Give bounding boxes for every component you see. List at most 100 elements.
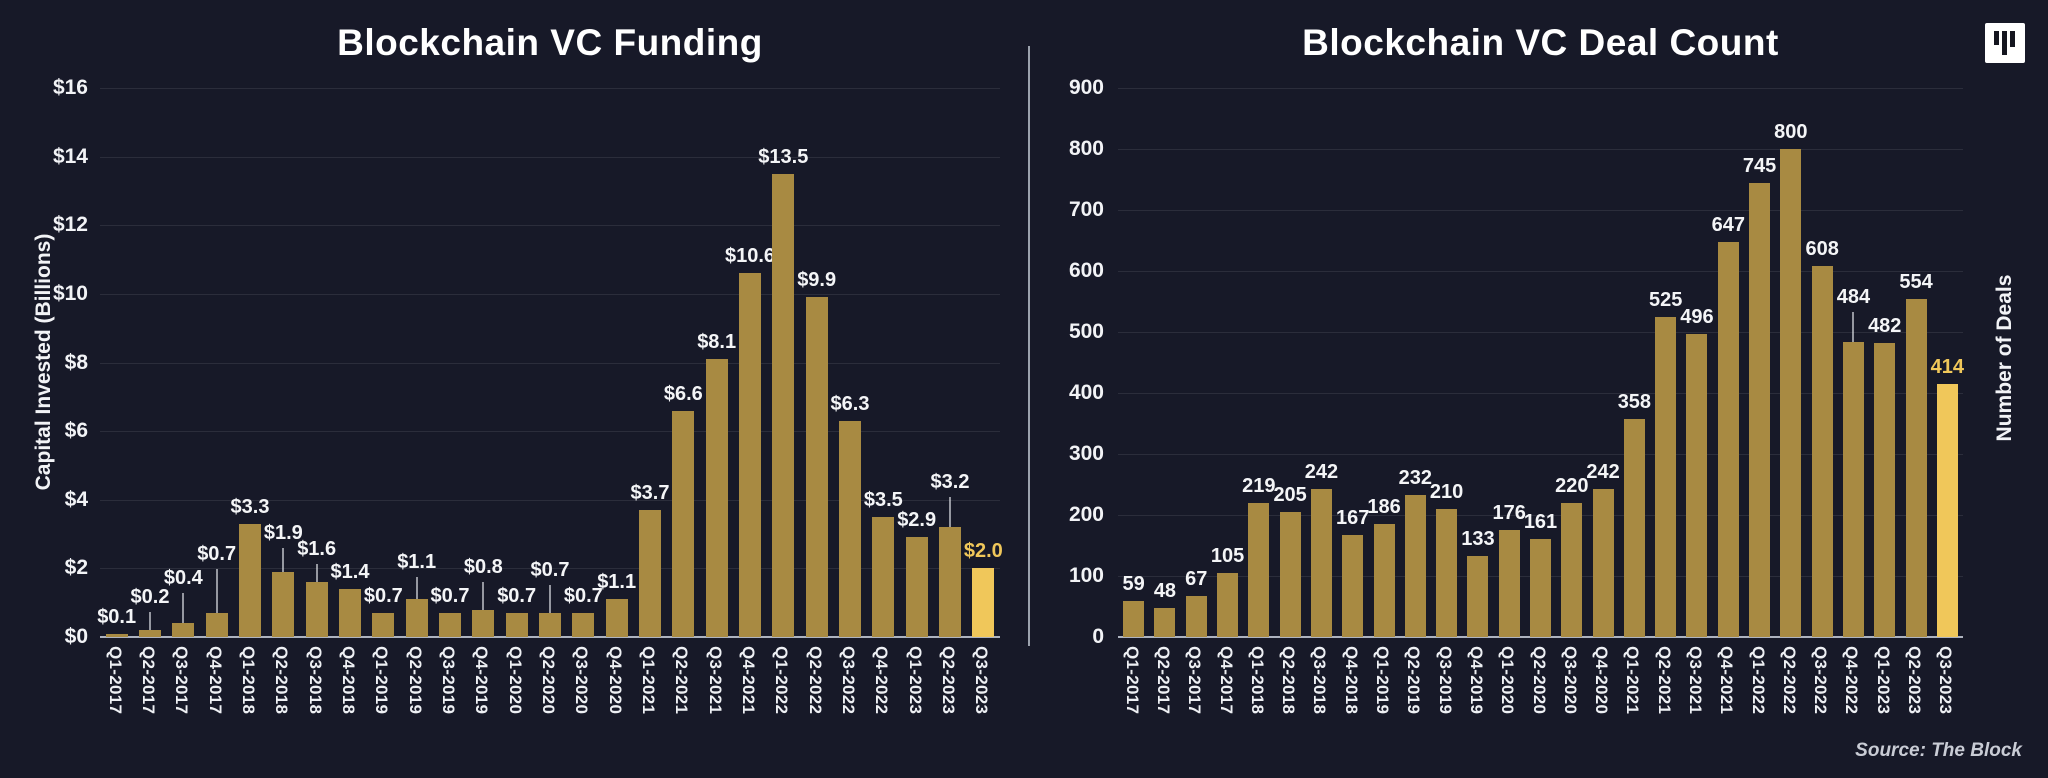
funding-value-label: $1.4 — [330, 560, 370, 583]
deals-x-tick-text: Q3-2021 — [1685, 646, 1705, 715]
funding-y-tick-label: $2 — [64, 556, 88, 580]
funding-bar-q3-2023 — [972, 568, 995, 637]
funding-label-leader-line — [215, 568, 218, 613]
funding-x-tick-text: Q1-2021 — [639, 646, 658, 715]
funding-label-leader-line — [149, 612, 151, 631]
deals-value-label: 133 — [1461, 527, 1495, 550]
funding-bar-q2-2020 — [539, 612, 561, 637]
funding-label-leader-line — [315, 564, 318, 583]
funding-x-tick-text: Q4-2018 — [339, 646, 358, 715]
funding-value-label: $3.3 — [230, 495, 270, 518]
deals-value-label: 59 — [1122, 573, 1145, 595]
deals-x-tick-text: Q4-2021 — [1717, 646, 1737, 715]
funding-x-tick-text: Q1-2018 — [239, 646, 258, 715]
deals-x-tick-text: Q2-2020 — [1529, 646, 1549, 715]
funding-value-label: $0.7 — [563, 584, 603, 607]
deals-value-label: 647 — [1711, 214, 1745, 237]
funding-x-tick-text: Q1-2017 — [105, 646, 125, 715]
deals-bar-q3-2017 — [1185, 596, 1207, 637]
deals-value-label: 167 — [1336, 507, 1370, 530]
funding-bar-q3-2022 — [839, 420, 861, 637]
funding-value-label: $1.1 — [597, 571, 637, 594]
funding-bar-q4-2019 — [472, 609, 495, 637]
deals-bar-q4-2017 — [1217, 572, 1239, 637]
deals-y-tick-label: 700 — [1068, 198, 1104, 221]
funding-value-label: $0.7 — [363, 584, 403, 607]
deals-x-tick-text: Q1-2023 — [1873, 646, 1893, 715]
deals-y-tick-label: 400 — [1068, 381, 1104, 404]
deals-bar-q1-2018 — [1248, 503, 1270, 637]
deals-value-label: 48 — [1153, 579, 1177, 602]
deals-bar-q1-2022 — [1749, 182, 1771, 637]
deals-bar-q4-2022 — [1842, 341, 1864, 637]
funding-x-tick-text: Q4-2019 — [472, 646, 492, 715]
deals-value-label: 496 — [1680, 306, 1714, 329]
deals-gridline — [1118, 393, 1963, 394]
deals-gridline — [1118, 88, 1963, 89]
funding-y-tick-label: $8 — [64, 350, 88, 374]
deals-bar-q3-2021 — [1686, 334, 1708, 637]
funding-value-label: $3.7 — [630, 482, 670, 505]
deal-count-chart-title: Blockchain VC Deal Count — [1302, 22, 1779, 63]
funding-bar-q1-2017 — [105, 633, 128, 637]
deals-gridline — [1118, 210, 1963, 211]
deals-bar-q3-2019 — [1436, 508, 1458, 637]
deals-bar-q4-2020 — [1592, 489, 1614, 637]
funding-chart-title: Blockchain VC Funding — [337, 22, 763, 63]
deals-x-tick-text: Q1-2018 — [1247, 646, 1267, 715]
funding-bar-q3-2017 — [172, 623, 195, 637]
funding-y-tick-label: $16 — [52, 76, 88, 99]
funding-bar-q1-2021 — [639, 510, 661, 637]
deals-x-tick-text: Q3-2022 — [1811, 646, 1831, 715]
deals-x-tick-text: Q1-2021 — [1623, 646, 1643, 715]
deals-bar-q2-2018 — [1279, 511, 1301, 637]
funding-y-tick-label: $0 — [64, 625, 88, 648]
deals-gridline — [1118, 271, 1963, 272]
funding-bar-q2-2018 — [272, 571, 295, 637]
funding-value-label: $0.7 — [197, 542, 237, 565]
deals-x-tick-text: Q1-2022 — [1748, 646, 1768, 715]
funding-value-label: $3.2 — [930, 471, 970, 494]
funding-bar-q4-2018 — [339, 588, 361, 637]
funding-bar-q3-2021 — [705, 359, 728, 637]
deals-x-tick-text: Q3-2019 — [1435, 646, 1455, 715]
funding-value-label: $0.7 — [430, 584, 470, 607]
deals-y-tick-label: 200 — [1068, 503, 1104, 526]
funding-x-tick-text: Q4-2017 — [205, 646, 225, 715]
funding-x-tick-text: Q4-2020 — [605, 646, 625, 715]
deals-value-label: 176 — [1492, 501, 1526, 524]
funding-value-label: $0.1 — [97, 605, 137, 628]
deals-y-tick-label: 900 — [1068, 76, 1104, 99]
deals-x-tick-text: Q2-2021 — [1654, 646, 1674, 715]
funding-y-tick-label: $4 — [64, 487, 88, 511]
funding-x-tick-text: Q1-2022 — [772, 646, 792, 715]
funding-value-label: $1.1 — [397, 551, 437, 574]
deals-value-label: 205 — [1273, 483, 1307, 506]
logo-bar — [2002, 31, 2007, 55]
deals-value-label: 414 — [1930, 356, 1965, 379]
deals-bar-q1-2023 — [1874, 342, 1896, 637]
funding-value-label: $3.5 — [863, 488, 903, 511]
funding-x-tick-text: Q4-2022 — [872, 646, 892, 715]
funding-x-tick-text: Q1-2019 — [372, 646, 392, 715]
funding-x-tick-text: Q3-2021 — [705, 646, 725, 715]
deals-y-tick-label: 600 — [1068, 259, 1104, 282]
deals-x-tick-text: Q2-2022 — [1779, 646, 1799, 715]
deals-x-tick-text: Q1-2020 — [1498, 646, 1518, 715]
deals-value-label: 554 — [1899, 271, 1933, 294]
funding-value-label: $0.4 — [163, 567, 203, 590]
deals-gridline — [1118, 454, 1963, 455]
deals-x-tick-text: Q1-2019 — [1373, 646, 1393, 715]
deals-value-label: 525 — [1648, 288, 1683, 311]
deals-x-tick-text: Q2-2018 — [1279, 646, 1299, 715]
the-block-logo-icon — [1985, 23, 2025, 63]
deals-gridline — [1118, 332, 1963, 333]
funding-bar-q2-2021 — [672, 410, 695, 637]
deals-x-tick-text: Q1-2017 — [1122, 646, 1142, 715]
deals-value-label: 210 — [1429, 480, 1464, 503]
funding-value-label: $1.6 — [297, 538, 337, 561]
funding-value-label: $1.9 — [263, 521, 303, 544]
deals-value-label: 232 — [1398, 467, 1432, 490]
deals-label-leader-line — [1852, 311, 1855, 342]
deals-x-tick-text: Q2-2019 — [1404, 646, 1424, 715]
